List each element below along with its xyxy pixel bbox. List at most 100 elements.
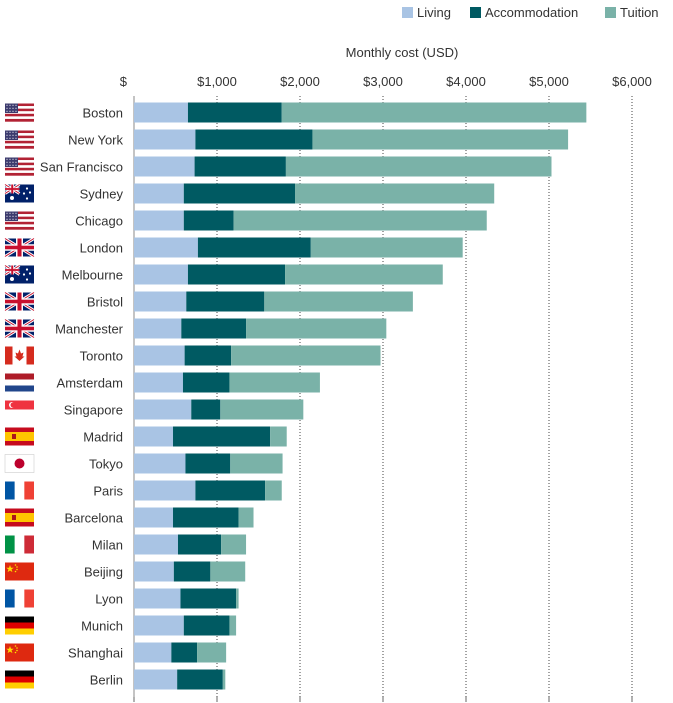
- category-labels: Boston New York San Francisco Sydney Chicago…: [40, 106, 124, 688]
- bar-milan-accommodation: [177, 534, 222, 555]
- category-label-shanghai: Shanghai: [68, 646, 123, 661]
- flag-amsterdam: [5, 373, 34, 392]
- category-label-lyon: Lyon: [95, 592, 123, 607]
- x-axis-ticks: $ $1,000 $2,000 $3,000 $4,000 $5,000 $6,000: [120, 74, 652, 89]
- bar-sydney-accommodation: [183, 183, 296, 204]
- x-tick-label-4: $4,000: [446, 74, 486, 89]
- bar-chicago-tuition: [233, 210, 487, 231]
- bar-lyon-tuition: [236, 588, 239, 609]
- flag-toronto: [5, 346, 34, 365]
- flag-san-francisco: [5, 157, 34, 176]
- bar-chicago-living: [134, 210, 184, 231]
- flag-munich: [5, 616, 34, 635]
- category-label-amsterdam: Amsterdam: [57, 376, 123, 391]
- bar-manchester-living: [134, 318, 182, 339]
- category-label-chicago: Chicago: [75, 214, 123, 229]
- x-tick-label-3: $3,000: [363, 74, 403, 89]
- bar-amsterdam-living: [134, 372, 183, 393]
- bar-boston-living: [134, 102, 188, 123]
- legend-label-accommodation: Accommodation: [485, 5, 578, 20]
- bar-madrid-accommodation: [173, 426, 271, 447]
- category-label-barcelona: Barcelona: [64, 511, 123, 526]
- bar-chicago-accommodation: [183, 210, 234, 231]
- chart-legend: Living Accommodation Tuition: [402, 5, 659, 20]
- category-label-munich: Munich: [81, 619, 123, 634]
- bar-lyon-accommodation: [180, 588, 237, 609]
- bar-shanghai-tuition: [197, 642, 227, 663]
- bar-new-york-tuition: [312, 129, 569, 150]
- flag-sydney: [4, 183, 34, 203]
- bar-boston-accommodation: [187, 102, 282, 123]
- category-label-bristol: Bristol: [87, 295, 123, 310]
- flag-boston: [5, 103, 34, 122]
- flag-barcelona: [5, 508, 34, 527]
- category-label-new-york: New York: [68, 133, 123, 148]
- bar-amsterdam-accommodation: [182, 372, 230, 393]
- category-label-singapore: Singapore: [64, 403, 123, 418]
- bar-sydney-tuition: [295, 183, 495, 204]
- category-label-boston: Boston: [83, 106, 123, 121]
- category-label-london: London: [80, 241, 123, 256]
- flag-new-york: [5, 130, 34, 149]
- flag-melbourne: [4, 264, 34, 284]
- flag-singapore: [5, 400, 34, 419]
- flag-paris: [5, 481, 34, 500]
- category-label-melbourne: Melbourne: [62, 268, 123, 283]
- flag-chicago: [5, 211, 34, 230]
- category-label-manchester: Manchester: [55, 322, 124, 337]
- flag-milan: [5, 535, 34, 554]
- bar-sydney-living: [134, 183, 184, 204]
- flag-tokyo: [4, 454, 35, 473]
- category-label-beijing: Beijing: [84, 565, 123, 580]
- bar-manchester-tuition: [246, 318, 387, 339]
- bar-paris-tuition: [265, 480, 282, 501]
- bar-bristol-living: [134, 291, 187, 312]
- bar-san-francisco-living: [134, 156, 195, 177]
- flag-lyon: [5, 589, 34, 608]
- bar-shanghai-accommodation: [171, 642, 198, 663]
- bar-amsterdam-tuition: [229, 372, 320, 393]
- legend-swatch-accommodation: [470, 7, 481, 18]
- bars: [134, 102, 587, 690]
- category-label-milan: Milan: [92, 538, 123, 553]
- category-label-tokyo: Tokyo: [89, 457, 123, 472]
- x-tick-label-6: $6,000: [612, 74, 652, 89]
- bar-bristol-accommodation: [186, 291, 265, 312]
- x-axis-label: Monthly cost (USD): [346, 45, 459, 60]
- bar-madrid-tuition: [270, 426, 287, 447]
- bar-boston-tuition: [281, 102, 587, 123]
- bar-tokyo-living: [134, 453, 186, 474]
- bar-new-york-accommodation: [195, 129, 313, 150]
- bar-bristol-tuition: [264, 291, 413, 312]
- legend-swatch-tuition: [605, 7, 616, 18]
- bar-barcelona-tuition: [238, 507, 254, 528]
- bar-toronto-accommodation: [184, 345, 232, 366]
- bar-madrid-living: [134, 426, 174, 447]
- bar-shanghai-living: [134, 642, 172, 663]
- flag-shanghai: [5, 643, 34, 662]
- bar-san-francisco-tuition: [285, 156, 552, 177]
- bar-munich-living: [134, 615, 184, 636]
- flag-london: [4, 237, 35, 258]
- category-label-toronto: Toronto: [80, 349, 123, 364]
- bar-berlin-living: [134, 669, 178, 690]
- flag-madrid: [5, 427, 34, 446]
- bar-milan-tuition: [221, 534, 247, 555]
- bar-new-york-living: [134, 129, 196, 150]
- bar-toronto-tuition: [231, 345, 381, 366]
- bar-london-living: [134, 237, 198, 258]
- bar-beijing-accommodation: [173, 561, 211, 582]
- category-label-paris: Paris: [93, 484, 123, 499]
- bar-melbourne-accommodation: [187, 264, 286, 285]
- bar-singapore-accommodation: [191, 399, 221, 420]
- legend-label-living: Living: [417, 5, 451, 20]
- bar-san-francisco-accommodation: [194, 156, 286, 177]
- bar-barcelona-accommodation: [173, 507, 239, 528]
- bar-paris-accommodation: [195, 480, 266, 501]
- bar-berlin-accommodation: [177, 669, 223, 690]
- bar-tokyo-tuition: [230, 453, 283, 474]
- x-tick-label-1: $1,000: [197, 74, 237, 89]
- bar-munich-accommodation: [183, 615, 230, 636]
- legend-swatch-living: [402, 7, 413, 18]
